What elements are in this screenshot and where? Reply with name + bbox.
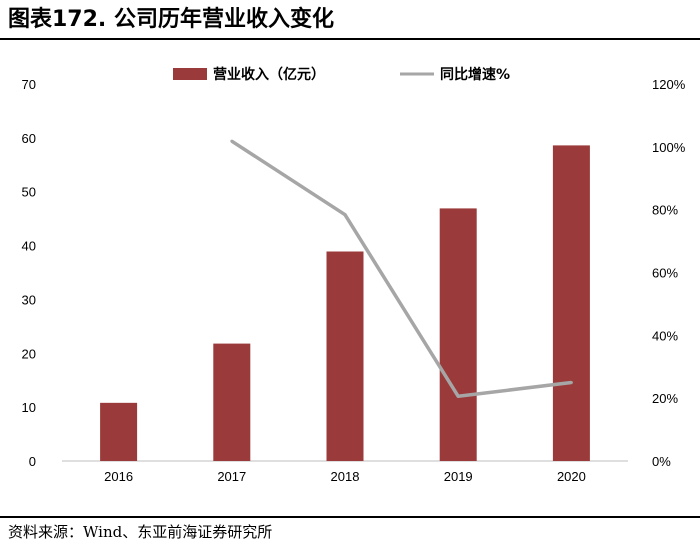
- y-right-tick-label: 100%: [652, 140, 686, 155]
- line-series: [230, 139, 573, 399]
- x-tick-label: 2020: [557, 469, 586, 484]
- legend-label-revenue: 营业收入（亿元）: [213, 66, 325, 83]
- y-right-tick-label: 80%: [652, 203, 678, 218]
- source-note: 资料来源：Wind、东亚前海证券研究所: [8, 523, 273, 541]
- y-right-tick-label: 60%: [652, 266, 678, 281]
- y-right-tick-label: 120%: [652, 77, 686, 92]
- tick-labels: 0 10 20 30 40 50 60 70 0% 20% 40% 60% 80% 100% 120% 201…: [22, 77, 686, 484]
- y-left-tick-label: 70: [22, 77, 36, 92]
- bar-series: [100, 145, 590, 461]
- growth-point-2020: [569, 380, 573, 384]
- y-right-tick-label: 20%: [652, 391, 678, 406]
- footer-rule: [0, 516, 700, 518]
- bar-2020: [552, 145, 590, 461]
- bar-2019: [439, 208, 477, 461]
- y-left-tick-label: 30: [22, 292, 36, 307]
- y-left-tick-label: 10: [22, 400, 36, 415]
- y-right-tick-label: 0%: [652, 454, 671, 469]
- growth-point-2018: [343, 213, 347, 217]
- bar-2016: [100, 402, 138, 461]
- legend-label-growth: 同比增速%: [440, 66, 510, 83]
- y-left-tick-label: 60: [22, 131, 36, 146]
- title-rule: [0, 38, 700, 40]
- x-tick-label: 2019: [444, 469, 473, 484]
- bar-2018: [326, 251, 364, 461]
- x-tick-label: 2017: [217, 469, 246, 484]
- chart-title: 图表172. 公司历年营业收入变化: [8, 7, 334, 32]
- x-tick-label: 2016: [104, 469, 133, 484]
- bar-2017: [213, 343, 251, 461]
- y-left-tick-label: 20: [22, 346, 36, 361]
- y-left-tick-label: 50: [22, 185, 36, 200]
- revenue-chart: 营业收入（亿元） 同比增速% 0 10 20 30 40 50 60 70 0% 20% 40% 60…: [22, 66, 686, 484]
- x-tick-label: 2018: [331, 469, 360, 484]
- y-left-tick-label: 0: [29, 454, 36, 469]
- y-right-tick-label: 40%: [652, 328, 678, 343]
- growth-line: [230, 139, 572, 399]
- y-left-tick-label: 40: [22, 239, 36, 254]
- growth-point-2019: [456, 394, 460, 398]
- legend-swatch-revenue: [173, 68, 207, 80]
- chart-legend: 营业收入（亿元） 同比增速%: [173, 66, 510, 83]
- growth-point-2017: [230, 139, 234, 143]
